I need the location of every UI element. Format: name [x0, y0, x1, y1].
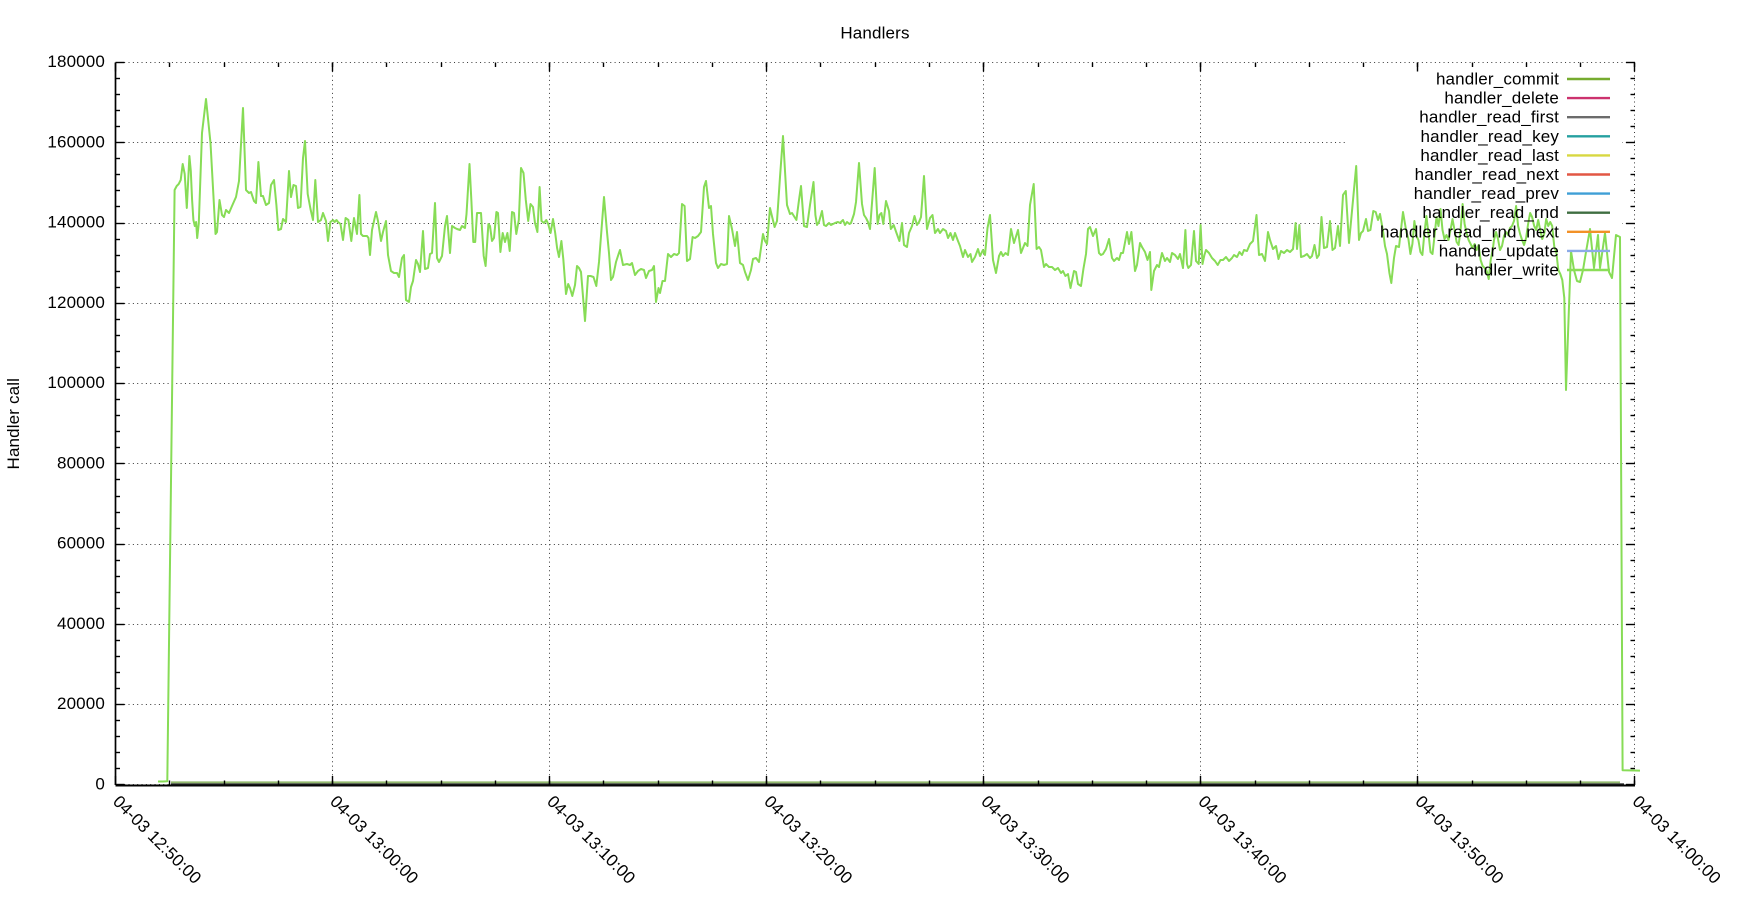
svg-text:handler_read_rnd_next: handler_read_rnd_next [1380, 222, 1559, 241]
svg-text:160000: 160000 [47, 132, 105, 151]
svg-text:100000: 100000 [47, 373, 105, 392]
svg-text:20000: 20000 [57, 694, 105, 713]
svg-text:80000: 80000 [57, 453, 105, 472]
svg-text:handler_write: handler_write [1455, 261, 1559, 280]
svg-text:handler_commit: handler_commit [1436, 70, 1559, 89]
svg-text:140000: 140000 [47, 213, 105, 232]
svg-text:handler_delete: handler_delete [1444, 89, 1559, 108]
svg-text:handler_read_first: handler_read_first [1419, 108, 1559, 127]
svg-text:handler_read_last: handler_read_last [1420, 146, 1559, 165]
svg-text:Handler call: Handler call [4, 378, 23, 470]
svg-text:40000: 40000 [57, 614, 105, 633]
svg-text:handler_read_next: handler_read_next [1415, 165, 1559, 184]
svg-text:180000: 180000 [47, 52, 105, 71]
svg-text:120000: 120000 [47, 293, 105, 312]
svg-text:handler_read_key: handler_read_key [1421, 127, 1560, 146]
svg-text:0: 0 [95, 775, 105, 794]
svg-text:handler_read_rnd: handler_read_rnd [1422, 203, 1559, 222]
svg-text:60000: 60000 [57, 534, 105, 553]
svg-text:handler_update: handler_update [1439, 241, 1559, 260]
svg-text:handler_read_prev: handler_read_prev [1414, 184, 1560, 203]
svg-text:Handlers: Handlers [840, 24, 909, 43]
